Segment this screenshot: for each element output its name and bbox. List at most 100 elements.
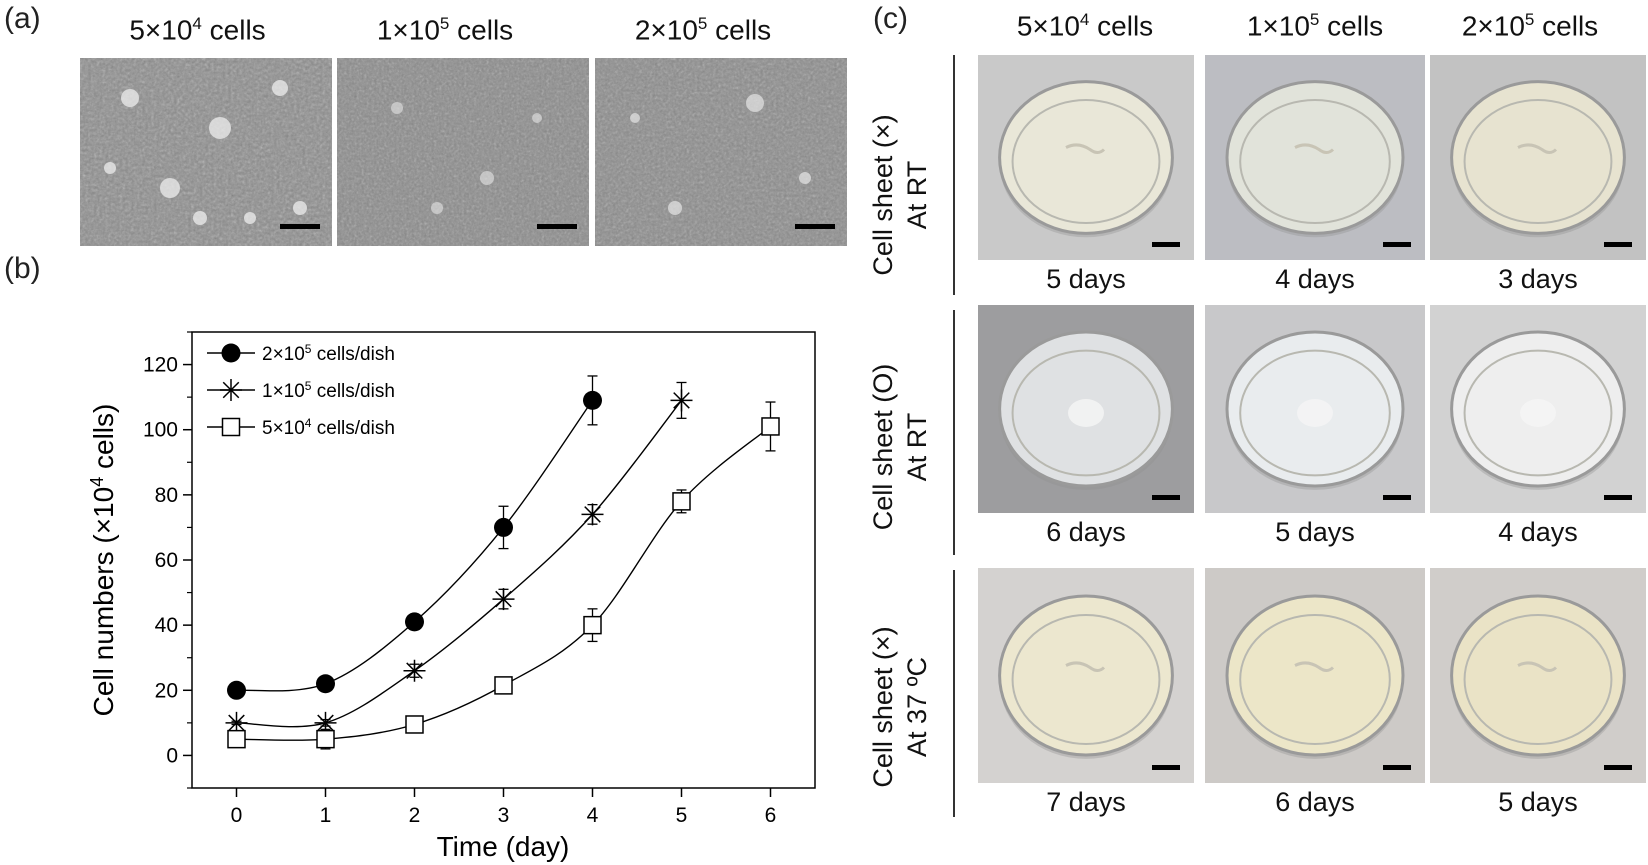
series-line	[236, 399, 594, 692]
panel-label-b: (b)	[4, 252, 41, 285]
x-tick-label: 0	[231, 804, 243, 827]
row-label-1-line1: Cell sheet (×)	[868, 114, 898, 276]
legend-item-2: 5×104 cells/dish	[207, 416, 395, 439]
x-tick-label: 5	[676, 804, 688, 827]
panel-label-a: (a)	[4, 2, 41, 35]
petri-dish-image	[1430, 305, 1646, 513]
panel-c-col-title-1: 5×104 cells	[1016, 10, 1154, 42]
y-tick-label: 40	[155, 614, 178, 637]
scale-bar	[537, 224, 577, 229]
x-tick-label: 3	[498, 804, 510, 827]
data-point	[583, 615, 602, 635]
culture-days-label: 7 days	[1046, 787, 1126, 817]
legend-marker	[221, 417, 241, 437]
data-point	[581, 503, 604, 526]
panel-a-col-title-3: 2×105 cells	[634, 14, 772, 46]
culture-days-label: 5 days	[1046, 264, 1126, 294]
panel-c-col-title-3: 2×105 cells	[1461, 10, 1599, 42]
y-tick-label: 100	[143, 419, 178, 442]
data-point	[494, 517, 513, 537]
data-point	[316, 729, 335, 749]
dish-photo-r2-c3	[1430, 305, 1646, 513]
culture-days-label: 6 days	[1275, 787, 1355, 817]
culture-days-label: 4 days	[1275, 264, 1355, 294]
data-point	[492, 588, 515, 611]
row-divider-3	[953, 570, 955, 817]
micrograph-mid-density	[337, 58, 589, 246]
legend-marker	[221, 343, 241, 363]
data-point	[403, 659, 426, 682]
row-label-3: Cell sheet (×) At 37 ºC	[855, 570, 945, 810]
series-line	[236, 399, 683, 728]
x-tick-label: 2	[409, 804, 421, 827]
micrograph-texture	[595, 58, 847, 246]
data-point	[405, 715, 424, 734]
dish-photo-r3-c2	[1205, 568, 1425, 783]
legend-label: 1×105 cells/dish	[262, 379, 395, 402]
series-0	[227, 375, 602, 700]
data-point	[494, 676, 513, 695]
data-point	[405, 612, 424, 632]
data-point	[670, 389, 693, 412]
petri-dish-image	[978, 55, 1194, 260]
dish-photo-r2-c2	[1205, 305, 1425, 513]
micrograph-low-density	[80, 58, 332, 246]
panel-label-c: (c)	[873, 2, 908, 35]
row-label-3-line2: At 37 ºC	[902, 657, 932, 757]
legend-marker	[220, 379, 242, 401]
y-tick-label: 120	[143, 354, 178, 377]
legend-item-1: 1×105 cells/dish	[207, 379, 395, 402]
y-tick-label: 0	[166, 744, 178, 767]
row-label-1-line2: At RT	[902, 160, 932, 230]
petri-dish-image	[1430, 568, 1646, 783]
petri-dish-image	[1430, 55, 1646, 260]
x-tick-label: 6	[765, 804, 777, 827]
legend-label: 2×105 cells/dish	[262, 342, 395, 365]
dish-photo-r3-c1	[978, 568, 1194, 783]
data-point	[583, 390, 602, 410]
data-point	[316, 674, 335, 694]
y-tick-label: 60	[155, 549, 178, 572]
dish-photo-r3-c3	[1430, 568, 1646, 783]
micrograph-high-density	[595, 58, 847, 246]
data-point	[672, 492, 691, 511]
dish-photo-r1-c2	[1205, 55, 1425, 260]
y-tick-label: 20	[155, 679, 178, 702]
row-label-2-line1: Cell sheet (O)	[868, 363, 898, 531]
culture-days-label: 5 days	[1275, 517, 1355, 547]
micrograph-texture	[80, 58, 332, 246]
x-axis-label: Time (day)	[437, 831, 570, 862]
petri-dish-image	[1205, 55, 1425, 260]
data-point	[227, 680, 246, 700]
dish-photo-r1-c3	[1430, 55, 1646, 260]
legend: 2×105 cells/dish 1×105 cells/dish 5×104 ce…	[207, 342, 395, 439]
data-point	[314, 711, 337, 734]
panel-a-col-title-2: 1×105 cells	[376, 14, 514, 46]
series-layer	[225, 375, 780, 750]
culture-days-label: 6 days	[1046, 517, 1126, 547]
y-axis-label: Cell numbers (×104 cells)	[87, 404, 119, 717]
panel-c-col-title-2: 1×105 cells	[1246, 10, 1384, 42]
y-tick-label: 80	[155, 484, 178, 507]
row-label-1: Cell sheet (×) At RT	[855, 58, 945, 298]
panel-a-col-title-1: 5×104 cells	[129, 14, 266, 46]
scale-bar	[280, 224, 320, 229]
row-label-2: Cell sheet (O) At RT	[855, 310, 945, 550]
petri-dish-image	[1205, 568, 1425, 783]
petri-dish-image	[978, 568, 1194, 783]
row-divider-2	[953, 310, 955, 555]
culture-days-label: 3 days	[1498, 264, 1578, 294]
culture-days-label: 5 days	[1498, 787, 1578, 817]
series-2	[227, 401, 780, 750]
legend-item-0: 2×105 cells/dish	[207, 342, 395, 365]
petri-dish-image	[1205, 305, 1425, 513]
row-label-2-line2: At RT	[902, 412, 932, 482]
data-point	[227, 729, 246, 749]
dish-photo-r1-c1	[978, 55, 1194, 260]
scale-bar	[795, 224, 835, 229]
culture-days-label: 4 days	[1498, 517, 1578, 547]
row-label-3-line1: Cell sheet (×)	[868, 626, 898, 788]
micrograph-texture	[337, 58, 589, 246]
